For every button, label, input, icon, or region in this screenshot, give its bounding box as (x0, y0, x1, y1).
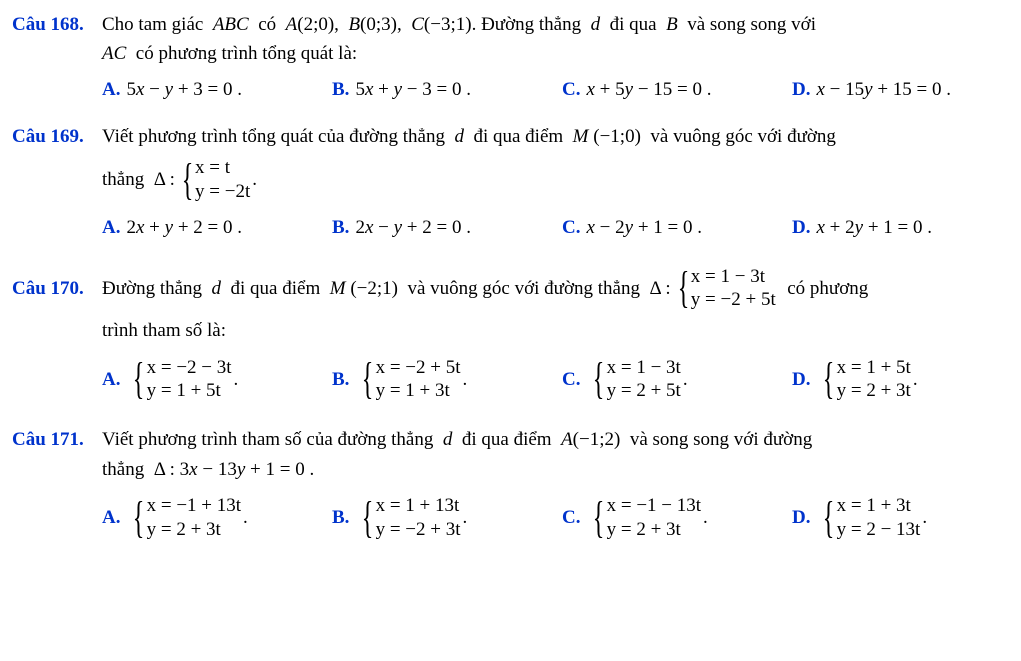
system-line2: y = −2 + 5t (691, 288, 776, 312)
brace-icon: { (362, 357, 374, 401)
delta-system: { x = 1 − 3t y = −2 + 5t (673, 265, 776, 313)
option-letter-b: B. (332, 75, 349, 104)
opt-b-line1: x = 1 + 13t (376, 494, 461, 518)
system-line1: x = t (195, 156, 250, 180)
opt-c-line2: y = 2 + 3t (607, 518, 701, 542)
opt-a-line2: y = 2 + 3t (147, 518, 241, 542)
opt-b-line1: x = −2 + 5t (376, 356, 461, 380)
option-d: D. x + 2y + 1 = 0 . (792, 213, 1009, 242)
question-label: Câu 170. (12, 274, 102, 303)
options-row: A. { x = −1 + 13t y = 2 + 3t . B. { x = … (12, 490, 1009, 546)
question-prompt-line2: trình tham số là: (12, 316, 1009, 345)
option-letter-d: D. (792, 503, 810, 532)
opt-b-line2: y = −2 + 3t (376, 518, 461, 542)
brace-icon: { (362, 496, 374, 540)
question-170: Câu 170. Đường thẳng d đi qua điểm M (−2… (12, 261, 1009, 407)
option-text-b: 5x + y − 3 = 0 . (355, 75, 471, 104)
option-b: B. 5x + y − 3 = 0 . (332, 75, 562, 104)
option-c: C. { x = −1 − 13t y = 2 + 3t . (562, 490, 792, 546)
option-letter-d: D. (792, 365, 810, 394)
option-d: D. { x = 1 + 3t y = 2 − 13t . (792, 490, 1009, 546)
system-line2: y = −2t (195, 180, 250, 204)
question-prompt-line2: AC có phương trình tổng quát là: (12, 39, 1009, 68)
option-letter-c: C. (562, 213, 580, 242)
question-171: Câu 171. Viết phương trình tham số của đ… (12, 425, 1009, 545)
option-letter-d: D. (792, 75, 810, 104)
option-a: A. 5x − y + 3 = 0 . (102, 75, 332, 104)
opt-c-line1: x = −1 − 13t (607, 494, 701, 518)
option-a: A. { x = −2 − 3t y = 1 + 5t . (102, 352, 332, 408)
option-letter-d: D. (792, 213, 810, 242)
option-letter-b: B. (332, 365, 349, 394)
opt-d-line2: y = 2 − 13t (837, 518, 921, 542)
option-text-d: x + 2y + 1 = 0 . (816, 213, 932, 242)
option-letter-c: C. (562, 365, 580, 394)
question-prompt-line1: Cho tam giác ABC có A(2;0), B(0;3), C(−3… (102, 10, 1009, 39)
option-a: A. { x = −1 + 13t y = 2 + 3t . (102, 490, 332, 546)
question-prompt-line1: Viết phương trình tổng quát của đường th… (102, 122, 1009, 151)
brace-icon: { (133, 357, 145, 401)
question-168: Câu 168. Cho tam giác ABC có A(2;0), B(0… (12, 10, 1009, 104)
opt-d-line1: x = 1 + 5t (837, 356, 911, 380)
option-letter-b: B. (332, 503, 349, 532)
option-text-a: 5x − y + 3 = 0 . (126, 75, 242, 104)
opt-b-line2: y = 1 + 3t (376, 379, 461, 403)
option-letter-b: B. (332, 213, 349, 242)
option-text-d: x − 15y + 15 = 0 . (816, 75, 951, 104)
question-prompt-line1: Đường thẳng d đi qua điểm M (−2;1) và vu… (102, 261, 1009, 317)
option-b: B. { x = 1 + 13t y = −2 + 3t . (332, 490, 562, 546)
question-169: Câu 169. Viết phương trình tổng quát của… (12, 122, 1009, 242)
question-prompt-line2: thẳng Δ : { x = t y = −2t . (12, 152, 1009, 208)
question-label: Câu 171. (12, 425, 102, 454)
options-row: A. 2x + y + 2 = 0 . B. 2x − y + 2 = 0 . … (12, 213, 1009, 242)
opt-d-line2: y = 2 + 3t (837, 379, 911, 403)
option-letter-c: C. (562, 75, 580, 104)
brace-icon: { (133, 496, 145, 540)
option-letter-a: A. (102, 213, 120, 242)
option-letter-a: A. (102, 75, 120, 104)
question-prompt-line2: thẳng Δ : 3x − 13y + 1 = 0 . (12, 455, 1009, 484)
option-text-c: x − 2y + 1 = 0 . (586, 213, 702, 242)
brace-icon: { (593, 496, 605, 540)
opt-a-line1: x = −2 − 3t (147, 356, 232, 380)
options-row: A. 5x − y + 3 = 0 . B. 5x + y − 3 = 0 . … (12, 75, 1009, 104)
page: Câu 168. Cho tam giác ABC có A(2;0), B(0… (0, 0, 1021, 584)
option-text-b: 2x − y + 2 = 0 . (355, 213, 471, 242)
options-row: A. { x = −2 − 3t y = 1 + 5t . B. { x = −… (12, 352, 1009, 408)
brace-icon: { (593, 357, 605, 401)
option-c: C. x + 5y − 15 = 0 . (562, 75, 792, 104)
option-text-c: x + 5y − 15 = 0 . (586, 75, 711, 104)
option-letter-a: A. (102, 365, 120, 394)
option-d: D. x − 15y + 15 = 0 . (792, 75, 1009, 104)
option-b: B. { x = −2 + 5t y = 1 + 3t . (332, 352, 562, 408)
opt-d-line1: x = 1 + 3t (837, 494, 921, 518)
option-d: D. { x = 1 + 5t y = 2 + 3t . (792, 352, 1009, 408)
system-line1: x = 1 − 3t (691, 265, 776, 289)
question-label: Câu 168. (12, 10, 102, 39)
opt-c-line1: x = 1 − 3t (607, 356, 681, 380)
system-suffix: . (252, 165, 257, 194)
opt-a-line1: x = −1 + 13t (147, 494, 241, 518)
option-b: B. 2x − y + 2 = 0 . (332, 213, 562, 242)
option-c: C. { x = 1 − 3t y = 2 + 5t . (562, 352, 792, 408)
question-label: Câu 169. (12, 122, 102, 151)
option-c: C. x − 2y + 1 = 0 . (562, 213, 792, 242)
opt-a-line2: y = 1 + 5t (147, 379, 232, 403)
option-a: A. 2x + y + 2 = 0 . (102, 213, 332, 242)
option-letter-c: C. (562, 503, 580, 532)
question-prompt-line1: Viết phương trình tham số của đường thẳn… (102, 425, 1009, 454)
delta-system: { x = t y = −2t (177, 156, 250, 204)
option-letter-a: A. (102, 503, 120, 532)
brace-icon: { (823, 357, 835, 401)
opt-c-line2: y = 2 + 5t (607, 379, 681, 403)
brace-icon: { (182, 158, 194, 202)
option-text-a: 2x + y + 2 = 0 . (126, 213, 242, 242)
brace-icon: { (823, 496, 835, 540)
brace-icon: { (677, 266, 689, 310)
